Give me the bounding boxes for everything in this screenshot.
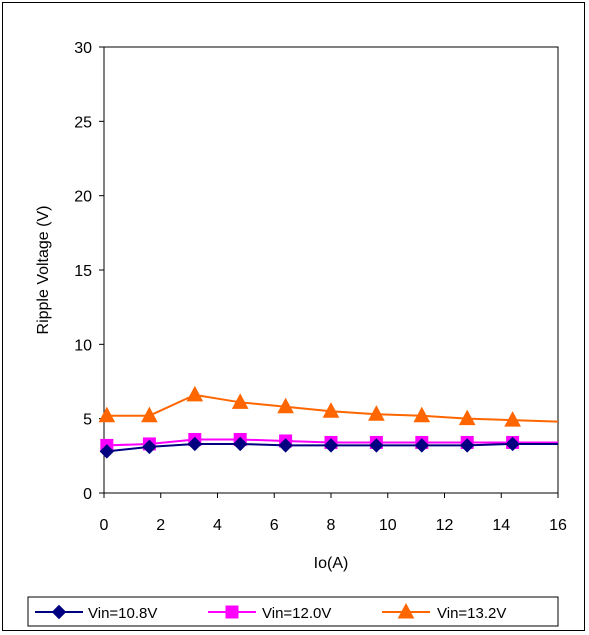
tick-labels: 0 2 4 6 8 10 12 14 16 0 5 10 15 20 25 30 xyxy=(74,40,567,534)
diamond-marker xyxy=(369,438,384,453)
legend-square-marker xyxy=(225,605,239,619)
y-axis-label: Ripple Voltage (V) xyxy=(35,206,52,335)
x-tick-label: 0 xyxy=(100,517,109,534)
legend-item: Vin=12.0V xyxy=(208,605,331,622)
legend: Vin=10.8V Vin=12.0V Vin=13.2V xyxy=(27,596,559,627)
diamond-marker xyxy=(99,444,115,459)
axes xyxy=(99,46,559,498)
legend-label: Vin=10.8V xyxy=(88,605,157,622)
triangle-marker xyxy=(413,406,431,423)
y-tick-label: 0 xyxy=(83,486,92,503)
legend-box xyxy=(27,596,559,627)
y-tick-label: 25 xyxy=(74,114,92,131)
legend-item: Vin=10.8V xyxy=(35,604,157,622)
legend-label: Vin=12.0V xyxy=(262,605,331,622)
y-tick-label: 20 xyxy=(74,189,92,206)
legend-triangle-marker xyxy=(397,602,415,619)
diamond-marker xyxy=(187,436,203,452)
legend-diamond-marker xyxy=(51,604,67,620)
triangle-marker xyxy=(98,406,116,423)
y-tick-label: 15 xyxy=(74,263,92,280)
diamond-marker xyxy=(505,436,520,452)
triangle-marker xyxy=(231,393,249,409)
triangle-marker xyxy=(322,402,340,418)
legend-label: Vin=13.2V xyxy=(437,605,506,622)
plot-area xyxy=(103,46,559,494)
triangle-marker xyxy=(141,406,158,423)
diamond-marker xyxy=(142,439,157,455)
triangle-marker xyxy=(368,405,385,421)
y-tick-label: 5 xyxy=(83,412,92,429)
diamond-marker xyxy=(278,438,293,453)
series-vin-13-2v xyxy=(98,385,559,427)
y-tick-label: 10 xyxy=(74,337,92,354)
x-tick-label: 6 xyxy=(270,517,279,534)
diamond-marker xyxy=(323,438,339,453)
diamond-marker xyxy=(459,438,475,453)
x-tick-label: 12 xyxy=(436,517,454,534)
diamond-marker xyxy=(232,436,248,452)
x-axis-label: Io(A) xyxy=(314,555,349,572)
x-tick-label: 4 xyxy=(213,517,222,534)
x-tick-label: 10 xyxy=(379,517,397,534)
x-tick-label: 14 xyxy=(492,517,510,534)
x-tick-label: 8 xyxy=(327,517,336,534)
series-group xyxy=(98,385,559,459)
series-vin-10-8v xyxy=(99,436,558,459)
diamond-marker xyxy=(414,438,430,453)
triangle-marker xyxy=(277,397,294,414)
triangle-marker xyxy=(186,385,204,402)
y-tick-label: 30 xyxy=(74,40,92,57)
legend-item: Vin=13.2V xyxy=(382,602,506,622)
triangle-marker xyxy=(504,411,521,427)
x-tick-label: 2 xyxy=(156,517,165,534)
x-tick-label: 16 xyxy=(549,517,567,534)
triangle-marker xyxy=(458,409,476,426)
